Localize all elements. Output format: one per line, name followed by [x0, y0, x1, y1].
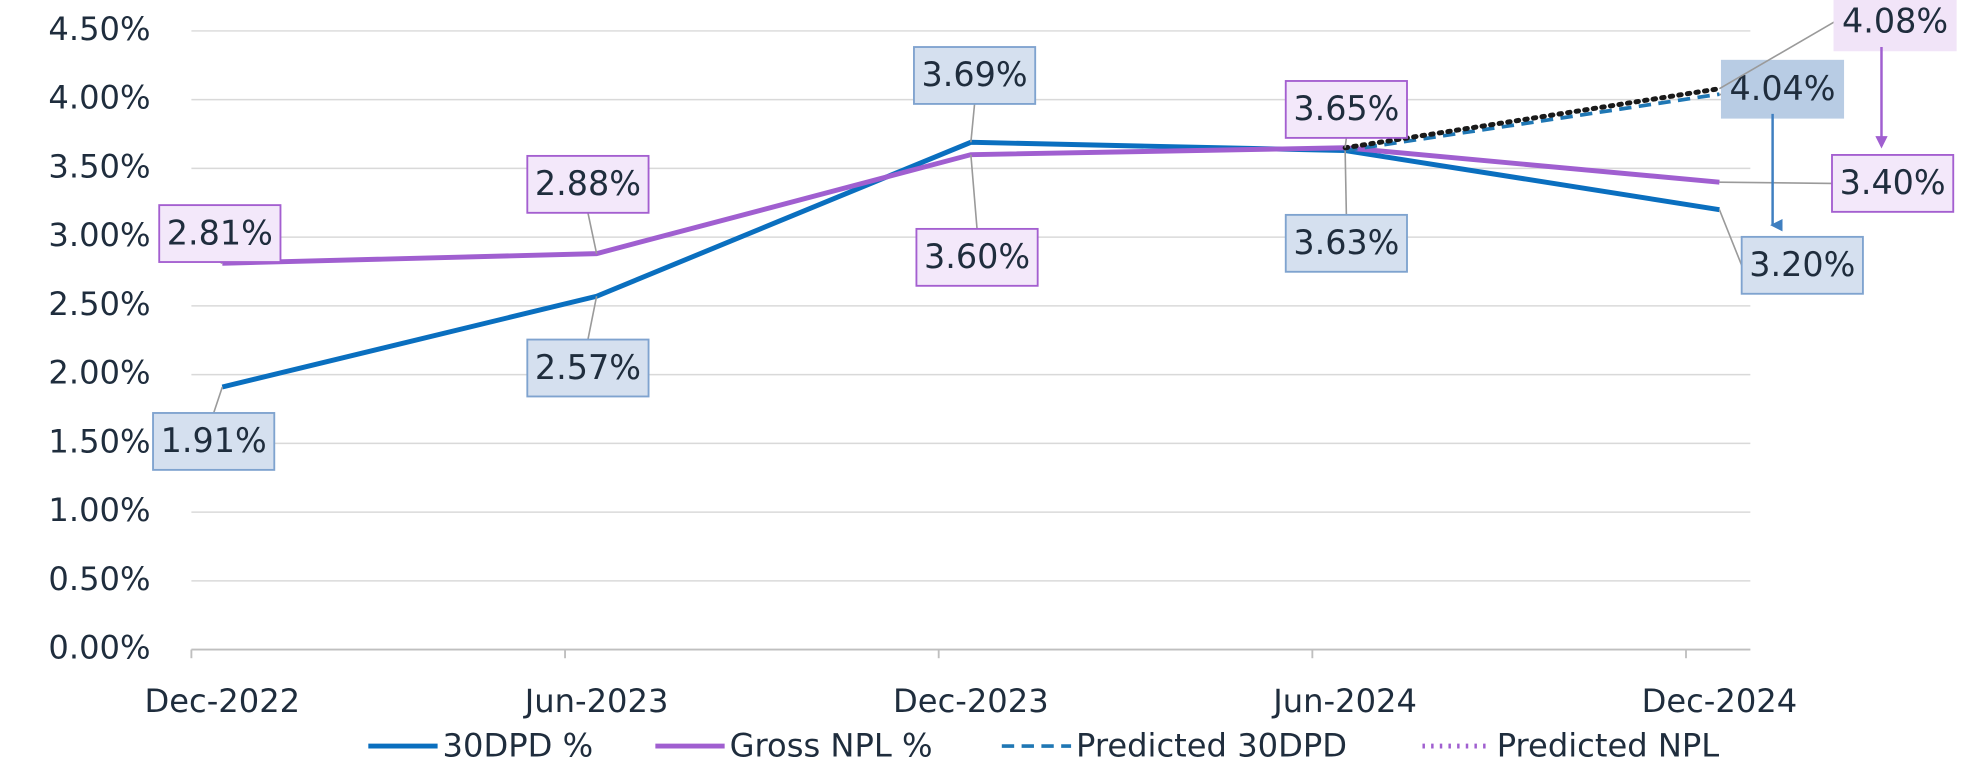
value-label-box — [1284, 213, 1408, 273]
x-tick-label: Jun-2023 — [523, 682, 669, 720]
value-label: 3.69% — [922, 55, 1028, 94]
value-label-box — [158, 204, 282, 263]
series-line — [1344, 92, 1720, 153]
x-tick-label: Dec-2022 — [144, 682, 300, 720]
value-label: 1.91% — [161, 421, 267, 460]
leader-line — [1344, 137, 1348, 148]
y-tick-label: 4.50% — [48, 10, 150, 48]
legend-label: Predicted 30DPD — [1076, 726, 1347, 764]
leader-line — [587, 212, 598, 254]
value-label-box — [1831, 154, 1955, 213]
value-label-box — [526, 338, 650, 398]
x-tick-label: Dec-2024 — [1642, 682, 1798, 720]
leader-line — [212, 386, 224, 414]
leader-line — [587, 296, 598, 340]
value-label-box — [1740, 235, 1864, 295]
leader-line — [970, 154, 978, 229]
value-label-box — [1833, 0, 1957, 52]
y-tick-label: 2.00% — [48, 354, 150, 392]
legend-label: 30DPD % — [443, 726, 594, 764]
value-label: 2.81% — [167, 213, 273, 252]
value-label-box — [915, 227, 1039, 287]
value-label: 3.40% — [1840, 163, 1946, 202]
y-tick-label: 1.50% — [48, 422, 150, 460]
legend: 30DPD % Gross NPL % Predicted 30DPD Predict… — [368, 726, 1719, 764]
x-tick-label: Dec-2023 — [893, 682, 1049, 720]
value-label: 3.20% — [1749, 245, 1855, 284]
value-label: 3.60% — [924, 237, 1030, 276]
value-label: 3.63% — [1293, 223, 1399, 262]
value-label-box — [1284, 80, 1408, 139]
y-tick-label: 4.00% — [48, 79, 150, 117]
value-label: 4.04% — [1729, 69, 1835, 108]
legend-label: Gross NPL % — [730, 726, 933, 764]
leader-line — [1719, 181, 1833, 185]
y-tick-label: 2.50% — [48, 285, 150, 323]
y-tick-label: 0.00% — [48, 629, 150, 667]
y-tick-label: 3.00% — [48, 216, 150, 254]
labels: 1.91% 2.57% 3.69% 3.63% 3.20% 2.81% 2.88% 3.60%… — [152, 0, 1957, 471]
value-label: 3.65% — [1293, 89, 1399, 128]
value-label-box — [152, 412, 276, 471]
value-label-box — [913, 46, 1037, 105]
y-tick-label: 0.50% — [48, 560, 150, 598]
value-label-box — [526, 154, 650, 214]
value-label-box — [1720, 59, 1845, 119]
y-tick-label: 1.00% — [48, 491, 150, 529]
value-label: 4.08% — [1842, 2, 1948, 41]
leader-line — [1344, 150, 1348, 215]
legend-label: Predicted NPL — [1497, 726, 1720, 764]
y-tick-label: 3.50% — [48, 147, 150, 185]
leader-line — [1719, 21, 1835, 90]
value-label: 2.88% — [535, 164, 641, 203]
leader-line — [1718, 209, 1743, 266]
series-line — [222, 145, 1720, 266]
leader-line — [970, 103, 976, 143]
value-label: 2.57% — [535, 348, 641, 387]
x-tick-label: Jun-2024 — [1271, 682, 1417, 720]
